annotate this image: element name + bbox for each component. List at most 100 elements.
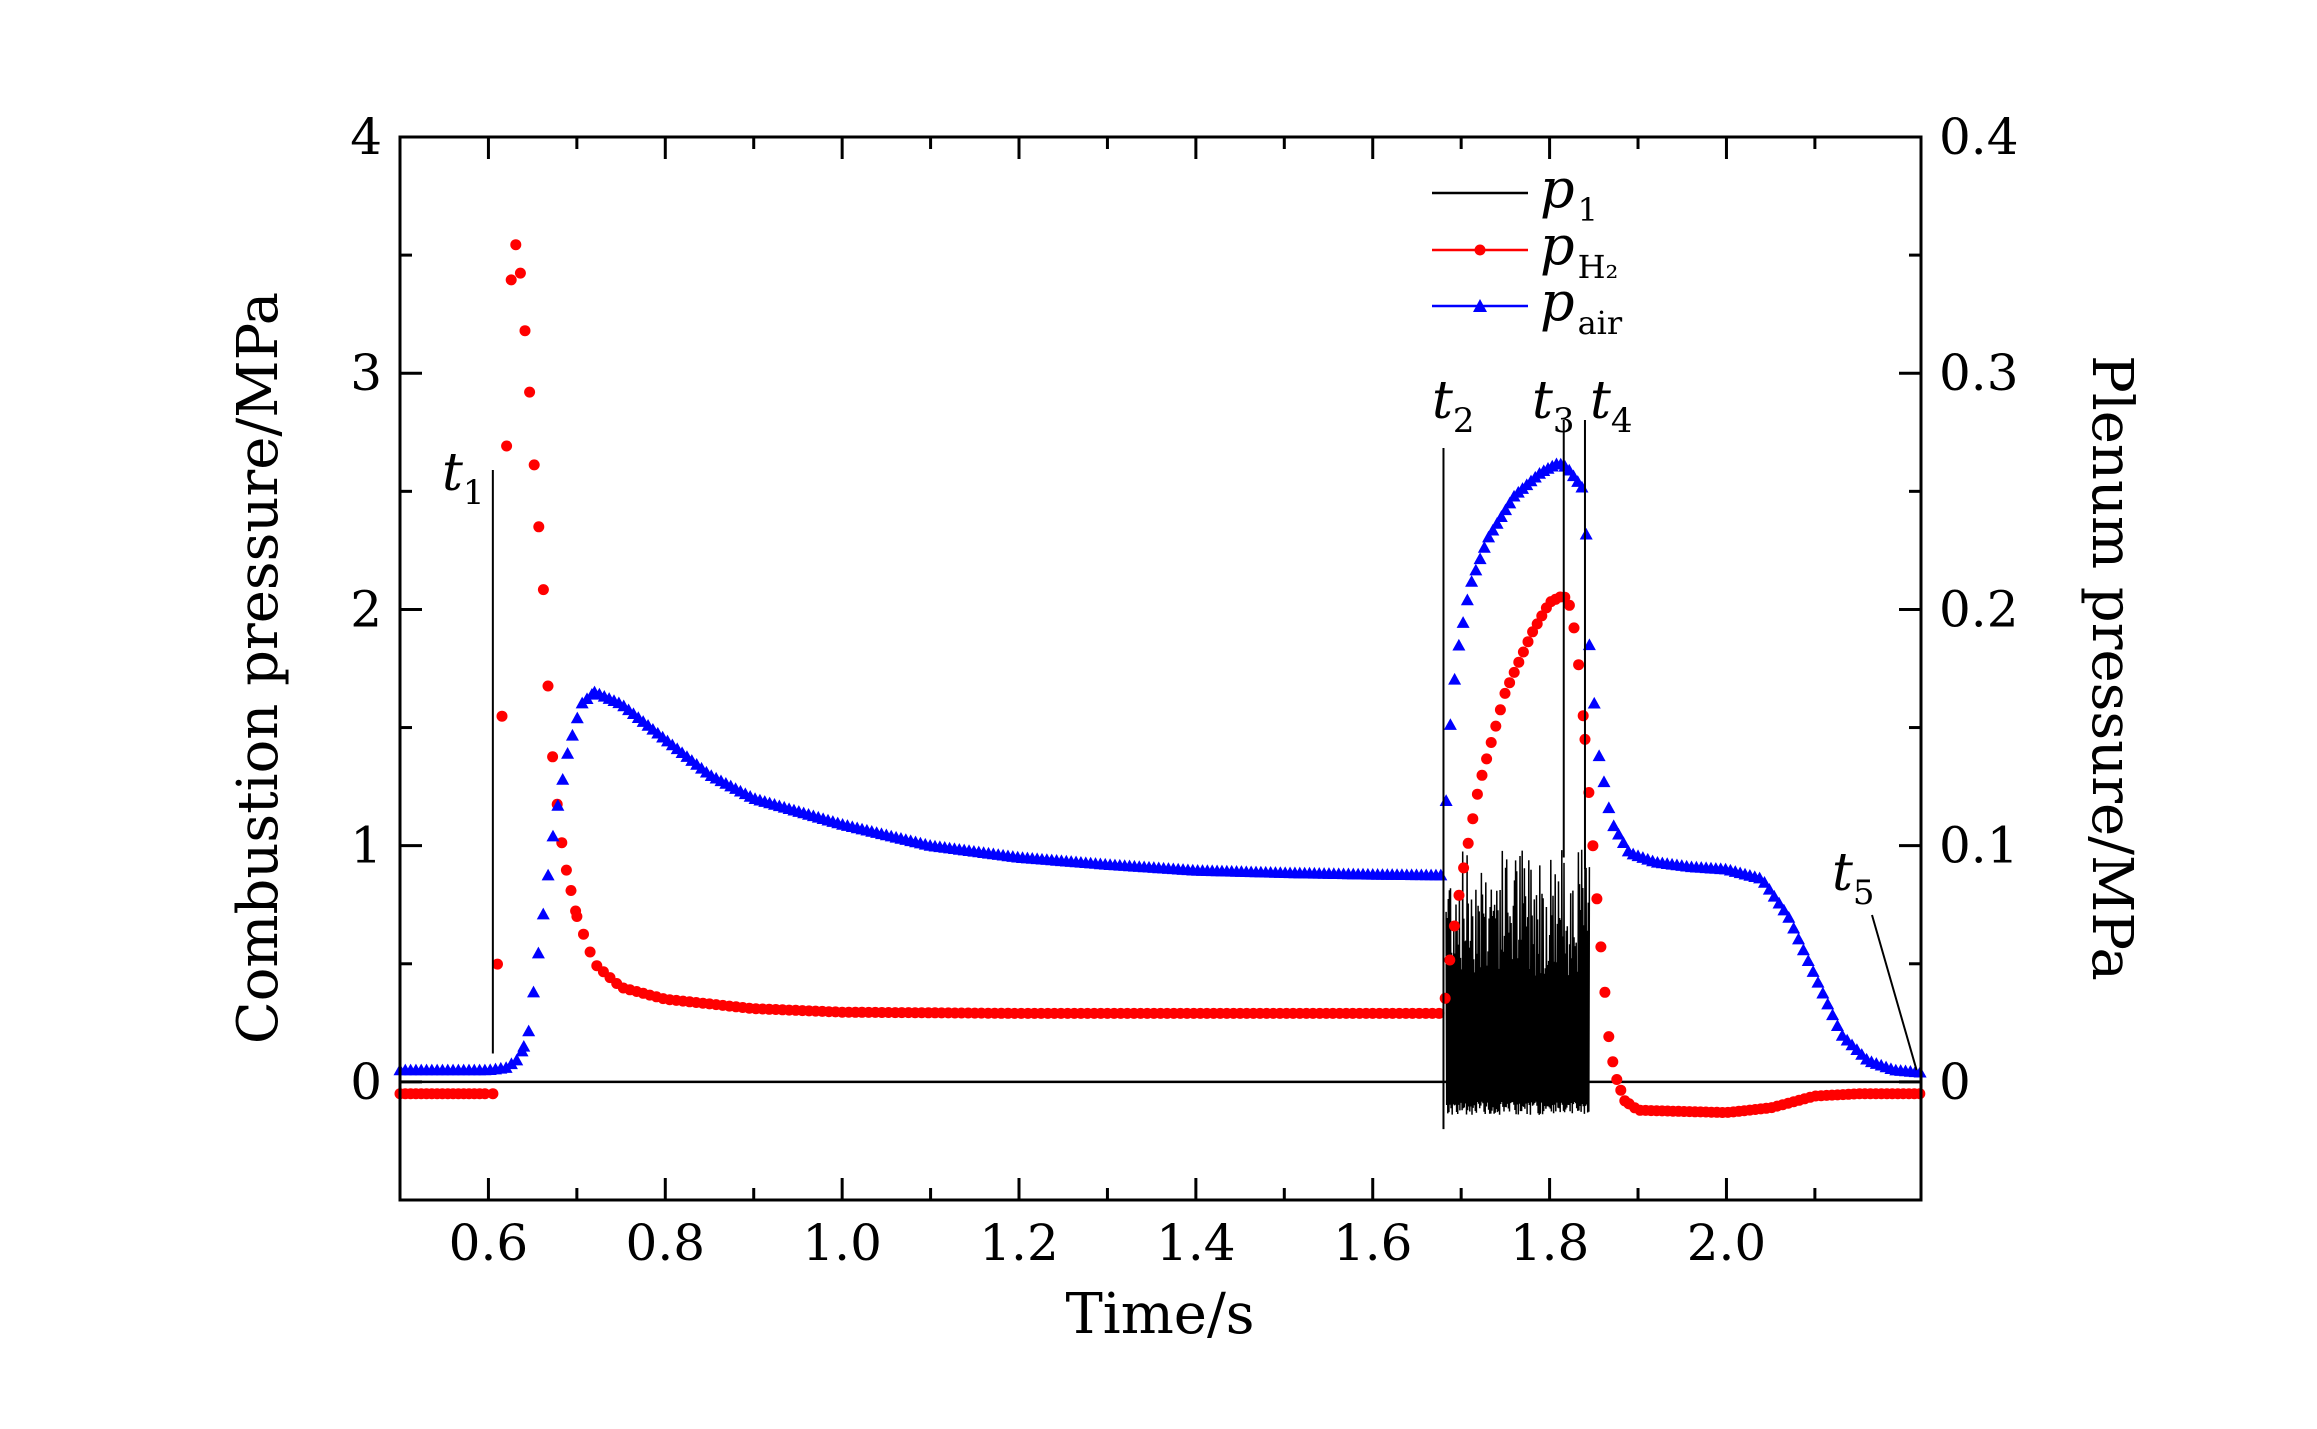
series-pair-point <box>1806 965 1820 977</box>
series-pair-point <box>522 1024 536 1037</box>
series-pair-point <box>1452 638 1466 651</box>
series-pair-point <box>1477 541 1491 553</box>
marker-t5-label: t5 <box>1832 843 1875 913</box>
series-pH2-point <box>1563 599 1575 611</box>
series-pair-point <box>561 747 575 759</box>
series-pH2-point <box>1513 656 1525 668</box>
marker-t5-label-subscript: 5 <box>1853 873 1875 913</box>
series-pair-point <box>1579 527 1593 540</box>
series-pair-point <box>1792 932 1806 945</box>
x-tick-label: 0.8 <box>626 1214 706 1272</box>
y-left-tick-label: 0 <box>350 1053 382 1111</box>
series-pH2-point <box>1615 1084 1627 1096</box>
series-pair-point <box>1801 954 1815 967</box>
series-pair-point <box>1469 563 1483 576</box>
marker-t3-label-subscript: 3 <box>1553 401 1575 441</box>
tick-layer: 0.6 0.8 1.0 1.2 1.4 1.6 1.8 2.00123400.10.20.30… <box>350 108 2018 1272</box>
y-left-tick-label: 3 <box>350 344 382 402</box>
series-pair-point <box>1757 876 1771 888</box>
series-pair-point <box>1597 775 1611 788</box>
x-tick-label: 1.2 <box>979 1214 1059 1272</box>
marker-t5-line <box>1871 914 1918 1071</box>
series-pair-point <box>1777 903 1791 916</box>
series-pH2-point <box>519 325 531 337</box>
marker-t1-label: t1 <box>442 443 485 513</box>
series-pair-point <box>1460 593 1474 606</box>
series-pH2-point <box>1504 677 1516 689</box>
legend-label-subscript: 1 <box>1578 191 1598 229</box>
series-pH2-point <box>1467 813 1479 825</box>
series-pair-point <box>1602 801 1616 814</box>
y-right-tick-label: 0 <box>1939 1053 1971 1111</box>
series-pH2-point <box>1508 666 1520 678</box>
marker-t2-label: t2 <box>1432 371 1475 441</box>
series-pH2-point <box>505 274 517 286</box>
series-pH2-point <box>1603 1031 1615 1043</box>
legend-marker-triangle <box>1473 299 1487 312</box>
series-layer <box>393 239 1927 1118</box>
legend-label-subscript: air <box>1578 304 1623 342</box>
series-pH2-point <box>584 946 596 958</box>
legend-label-1: pH₂ <box>1540 214 1618 286</box>
y-right-tick-label: 0.4 <box>1939 108 2019 166</box>
series-pH2-point <box>479 1088 491 1100</box>
series-pH2-point <box>556 837 568 849</box>
y-left-tick-label: 1 <box>350 817 382 875</box>
series-pair-point <box>1616 836 1630 848</box>
series-pH2-point <box>510 239 522 251</box>
x-tick-label: 0.6 <box>449 1214 529 1272</box>
series-pH2-point <box>1453 889 1465 901</box>
legend-marker-circle <box>1474 244 1486 256</box>
series-pH2-point <box>1577 710 1589 722</box>
series-pair-point <box>1830 1019 1844 1031</box>
y-axis-left-title: Combustion pressure/MPa <box>226 292 291 1044</box>
legend-label-symbol: p <box>1540 214 1575 277</box>
marker-t5-label-symbol: t <box>1832 843 1853 903</box>
y-axis-right-title: Plenum pressure/MPa <box>2079 355 2144 981</box>
x-tick-label: 1.8 <box>1510 1214 1590 1272</box>
series-pair-point <box>1490 517 1504 529</box>
series-pH2-point <box>496 710 508 722</box>
series-pair-point <box>541 868 555 881</box>
series-pair-point <box>517 1039 531 1052</box>
series-pH2-point <box>1481 753 1493 765</box>
series-pair-point <box>510 1053 524 1066</box>
legend-label-2: pair <box>1540 270 1623 342</box>
series-pH2-point <box>492 958 503 970</box>
legend-label-symbol: p <box>1540 270 1575 333</box>
series-pH2-point <box>1444 954 1456 966</box>
series-pair-point <box>1582 638 1596 651</box>
series-pair-point <box>551 799 565 811</box>
series-pH2-point <box>1591 893 1603 905</box>
y-left-tick-label: 2 <box>350 580 382 638</box>
series-pH2-point <box>1599 986 1611 998</box>
series-pair-point <box>1448 672 1462 685</box>
series-pH2-point <box>528 459 540 471</box>
series-pair-point <box>1482 530 1496 543</box>
y-left-tick-label: 4 <box>350 108 382 166</box>
series-pair-point <box>556 773 570 785</box>
series-pair-point <box>1811 975 1825 988</box>
series-pair-point <box>1821 997 1835 1010</box>
series-pH2-point <box>501 440 513 452</box>
series-pH2-point <box>1595 941 1607 953</box>
x-axis-title: Time/s <box>1065 1282 1254 1347</box>
series-pH2-point <box>1448 920 1460 932</box>
series-pair-point <box>1456 616 1470 628</box>
series-pH2-point <box>542 680 554 692</box>
series-pH2-point <box>1587 840 1599 852</box>
series-pair-point <box>546 829 560 842</box>
marker-t2-label-symbol: t <box>1432 371 1453 431</box>
series-pH2-point <box>1611 1074 1623 1085</box>
series-pair-point <box>1486 523 1500 536</box>
legend-label-subscript: H₂ <box>1578 248 1619 286</box>
series-pH2-point <box>487 1088 499 1100</box>
series-pH2-point <box>1433 1007 1445 1019</box>
series-pH2-point <box>565 885 577 896</box>
marker-t4-label: t4 <box>1590 371 1633 441</box>
marker-t2-label-subscript: 2 <box>1453 401 1475 441</box>
series-pair-point <box>1465 575 1479 587</box>
series-pair-point <box>1787 921 1801 934</box>
